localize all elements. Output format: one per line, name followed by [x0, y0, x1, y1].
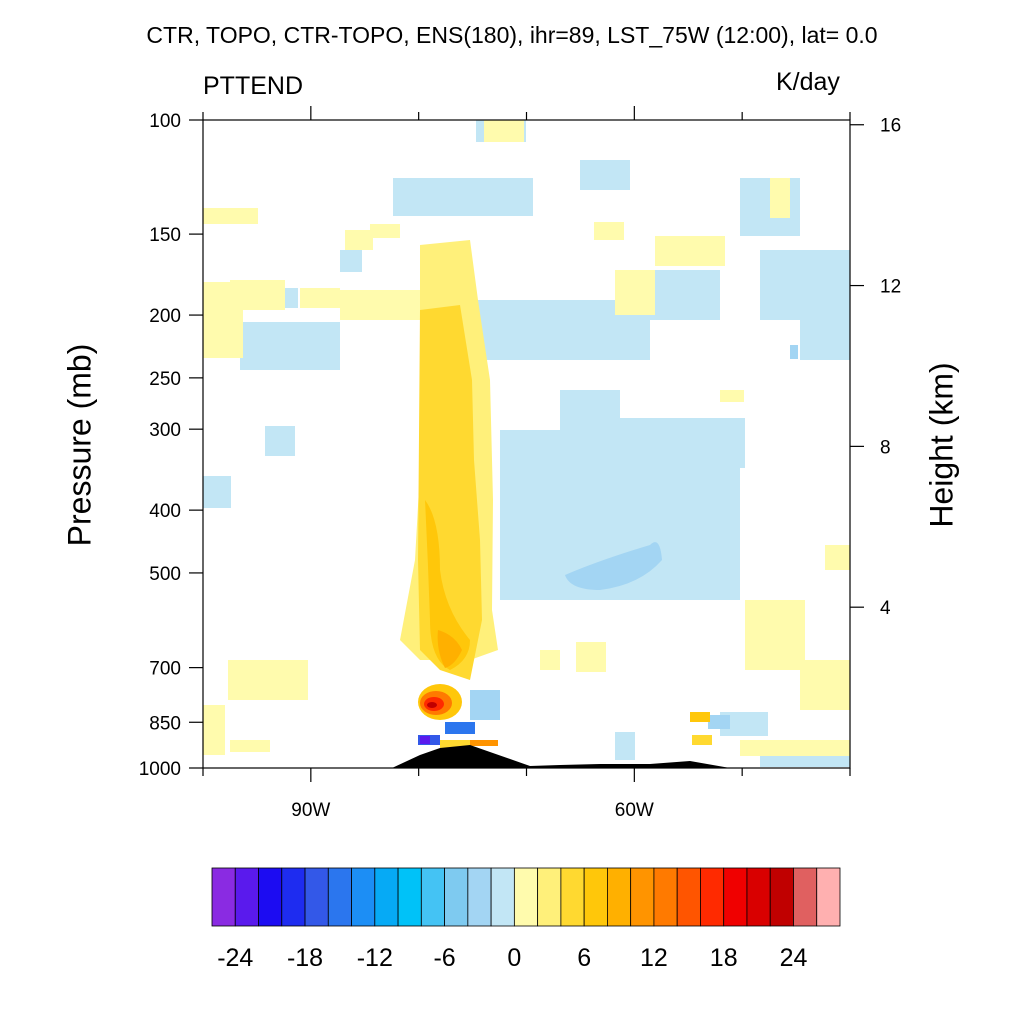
colorbar-swatch	[397, 867, 422, 927]
colorbar-swatch	[653, 867, 678, 927]
contour-field	[203, 120, 850, 768]
colorbar-swatch	[513, 867, 539, 927]
colorbar-swatch	[327, 867, 352, 927]
y-tick-label: 500	[149, 564, 181, 585]
y2-tick-label: 4	[880, 598, 891, 619]
colorbar: -24 -18 -12 -6 0 6 12 18 24	[211, 867, 841, 972]
colorbar-swatch	[444, 867, 469, 927]
colorbar-swatch	[560, 867, 585, 927]
colorbar-swatch	[630, 867, 655, 927]
colorbar-swatch	[258, 867, 283, 927]
units-label: K/day	[776, 68, 840, 96]
chart-title: CTR, TOPO, CTR-TOPO, ENS(180), ihr=89, L…	[146, 22, 878, 48]
colorbar-swatch	[746, 867, 771, 927]
colorbar-swatch	[583, 867, 608, 927]
colorbar-label: 0	[507, 944, 521, 972]
colorbar-swatch	[537, 867, 562, 927]
y-tick-label: 700	[149, 659, 181, 680]
colorbar-swatch	[700, 867, 725, 927]
colorbar-label: -6	[433, 944, 455, 972]
colorbar-swatch	[607, 867, 632, 927]
colorbar-label: 12	[640, 944, 668, 972]
y-tick-label: 100	[149, 111, 181, 132]
colorbar-label: -18	[287, 944, 323, 972]
colorbar-swatch	[490, 867, 515, 927]
colorbar-swatch	[211, 867, 236, 927]
y-axis-ticks: 100 150 200 250 300 400 500 700 850 1000	[139, 111, 203, 780]
y-tick-label: 400	[149, 501, 181, 522]
colorbar-swatch	[304, 867, 329, 927]
colorbar-label: -24	[217, 944, 253, 972]
y-tick-label: 250	[149, 369, 181, 390]
colorbar-label: 24	[780, 944, 808, 972]
colorbar-swatch	[467, 867, 492, 927]
colorbar-swatch	[816, 867, 841, 927]
colorbar-swatch	[281, 867, 306, 927]
y2-tick-label: 16	[880, 116, 901, 137]
colorbar-swatch	[723, 867, 748, 927]
y-tick-label: 150	[149, 225, 181, 246]
y-tick-label: 200	[149, 306, 181, 327]
y2-axis-ticks: 16 12 8 4	[850, 116, 901, 619]
x-tick-label: 60W	[615, 800, 654, 821]
x-tick-label: 90W	[291, 800, 330, 821]
y2-tick-label: 8	[880, 437, 891, 458]
colorbar-swatch	[676, 867, 701, 927]
y-tick-label: 1000	[139, 759, 181, 780]
colorbar-swatch	[234, 867, 259, 927]
colorbar-swatch	[769, 867, 794, 927]
colorbar-label: 6	[577, 944, 591, 972]
x-axis-ticks: 90W 60W	[202, 106, 851, 821]
colorbar-swatch	[793, 867, 818, 927]
y-tick-label: 300	[149, 420, 181, 441]
colorbar-swatch	[351, 867, 376, 927]
colorbar-swatch	[420, 867, 445, 927]
y2-tick-label: 12	[880, 277, 901, 298]
y-tick-label: 850	[149, 713, 181, 734]
variable-name: PTTEND	[203, 72, 303, 100]
colorbar-swatch	[374, 867, 399, 927]
colorbar-label: 18	[710, 944, 738, 972]
colorbar-label: -12	[357, 944, 393, 972]
